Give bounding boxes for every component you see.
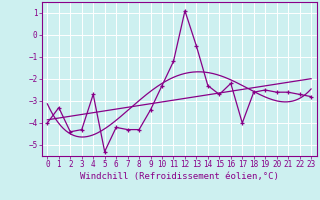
X-axis label: Windchill (Refroidissement éolien,°C): Windchill (Refroidissement éolien,°C) (80, 172, 279, 181)
